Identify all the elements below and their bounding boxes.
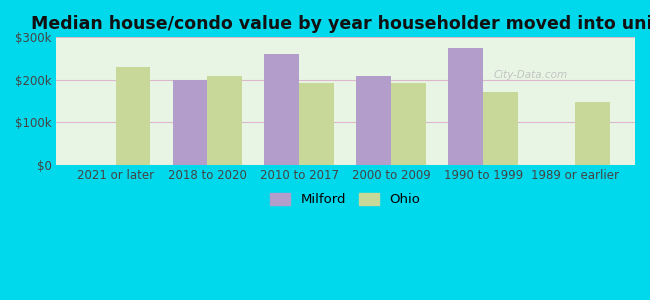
Bar bbox=[356, 76, 391, 165]
Text: City-Data.com: City-Data.com bbox=[494, 70, 568, 80]
Bar bbox=[391, 83, 426, 165]
Bar bbox=[172, 80, 207, 165]
Bar bbox=[484, 92, 518, 165]
Bar bbox=[116, 67, 151, 165]
Bar bbox=[207, 76, 242, 165]
Bar bbox=[575, 102, 610, 165]
Bar bbox=[448, 48, 484, 165]
Legend: Milford, Ohio: Milford, Ohio bbox=[265, 188, 426, 212]
Bar bbox=[265, 54, 300, 165]
Bar bbox=[300, 83, 334, 165]
Title: Median house/condo value by year householder moved into unit: Median house/condo value by year househo… bbox=[31, 15, 650, 33]
